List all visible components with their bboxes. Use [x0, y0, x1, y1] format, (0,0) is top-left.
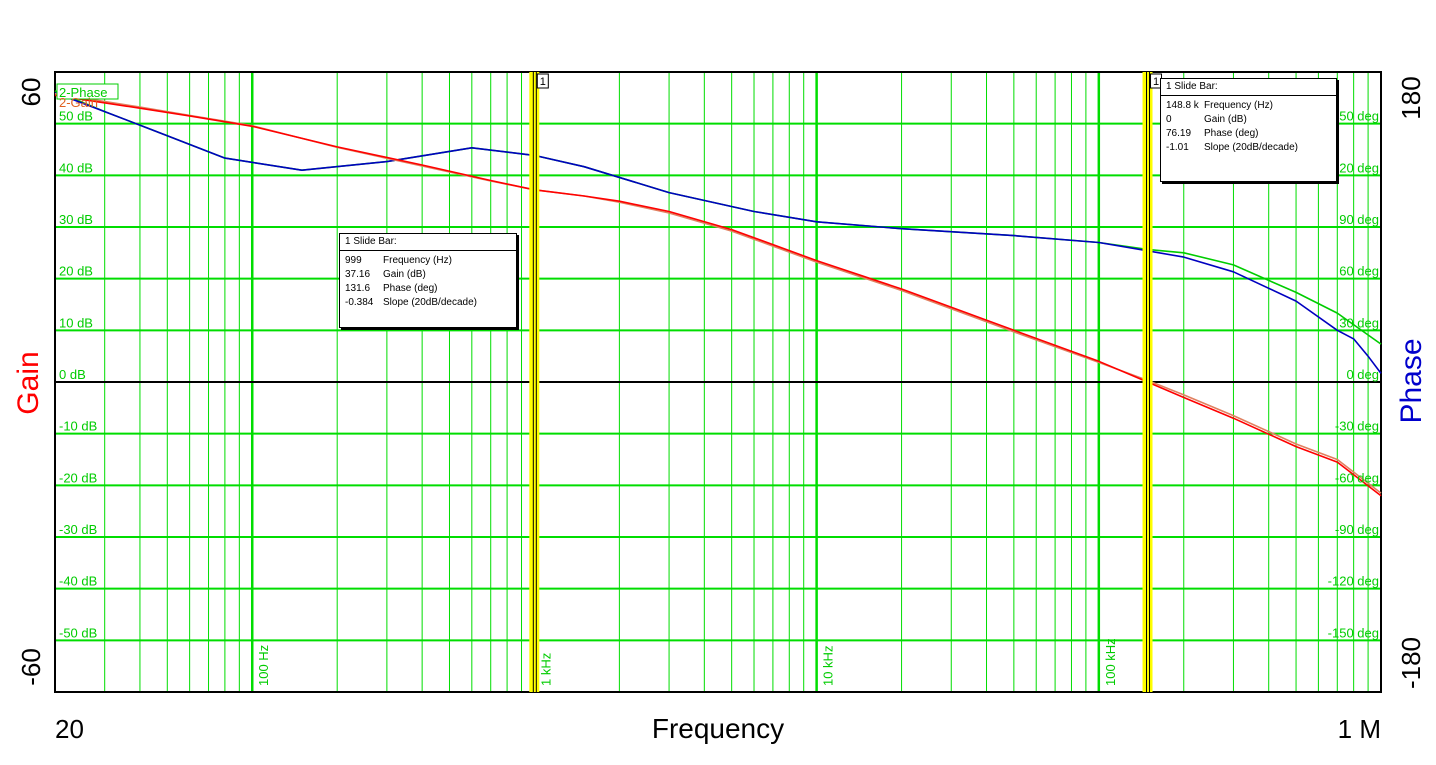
cursor-readout-box-2[interactable]: 1 Slide Bar: 148.8 k Frequency (Hz) 0 Gain… [1160, 78, 1337, 182]
legend-entry: 2-Gain [59, 95, 98, 110]
axis-labels: 50 dB 40 dB 30 dB 20 dB 10 dB 0 dB -10 dB -20 d… [12, 76, 1428, 744]
gain-tick-label: -20 dB [59, 470, 97, 485]
readout-name: Slope (20dB/decade) [1204, 142, 1298, 153]
series-line-gain [54, 94, 1382, 497]
phase-tick-label: -60 deg [1335, 470, 1379, 485]
readout-name: Phase (deg) [383, 283, 438, 294]
cursor-readout-box-1[interactable]: 1 Slide Bar: 999 Frequency (Hz) 37.16 Gain… [339, 233, 517, 328]
readout-value: 0 [1166, 114, 1172, 125]
gain-tick-label: 20 dB [59, 264, 93, 279]
plot-frame [54, 71, 1382, 693]
gain-axis-title: Gain [12, 351, 45, 414]
phase-tick-label: 150 deg [1332, 109, 1379, 124]
frequency-decade-label: 100 kHz [1103, 638, 1118, 686]
gain-axis-max-label: 60 [16, 78, 46, 107]
frequency-decade-label: 100 Hz [256, 645, 271, 686]
cursor-tag-label: 1 [1153, 76, 1159, 88]
legend-box [56, 83, 119, 100]
plot-curves [54, 90, 1382, 497]
phase-tick-label: -150 deg [1328, 625, 1379, 640]
cursor-readout-header: 1 Slide Bar: [340, 234, 516, 251]
legend-entry: 2-Phase [59, 85, 107, 100]
frequency-axis-max-label: 1 M [1338, 714, 1381, 744]
readout-value: 76.19 [1166, 128, 1192, 139]
phase-tick-label: 120 deg [1332, 160, 1379, 175]
readout-name: Slope (20dB/decade) [383, 297, 477, 308]
gain-tick-label: 50 dB [59, 109, 93, 124]
readout-name: Frequency (Hz) [383, 255, 452, 266]
cursor-bar-2 [1142, 72, 1153, 692]
readout-row-slope: -1.01 Slope (20dB/decade) [1161, 141, 1336, 155]
phase-axis-max-label: 180 [1396, 76, 1426, 119]
phase-axis-min-label: -180 [1396, 637, 1426, 689]
phase-tick-label: -30 deg [1335, 419, 1379, 434]
phase-tick-label: -120 deg [1328, 574, 1379, 589]
phase-tick-label: -90 deg [1335, 522, 1379, 537]
phase-tick-label: 30 deg [1339, 315, 1379, 330]
phase-tick-label: 0 deg [1346, 367, 1379, 382]
frequency-axis-min-label: 20 [55, 714, 84, 744]
readout-row-gain: 0 Gain (dB) [1161, 113, 1336, 127]
gain-axis-min-label: -60 [16, 648, 46, 686]
gain-tick-label: 0 dB [59, 367, 86, 382]
series-line-phase [54, 91, 1382, 374]
readout-row-frequency: 148.8 k Frequency (Hz) [1161, 99, 1336, 113]
phase-tick-label: 60 deg [1339, 264, 1379, 279]
cursor-readout-header: 1 Slide Bar: [1161, 79, 1336, 96]
readout-row-phase: 131.6 Phase (deg) [340, 282, 516, 296]
gain-tick-label: -10 dB [59, 419, 97, 434]
phase-tick-label: 90 deg [1339, 212, 1379, 227]
phase-axis-title: Phase [1395, 338, 1428, 423]
gain-tick-label: 10 dB [59, 315, 93, 330]
readout-value: 999 [345, 255, 362, 266]
frequency-decade-label: 10 kHz [821, 646, 836, 686]
readout-value: 37.16 [345, 269, 371, 280]
readout-row-gain: 37.16 Gain (dB) [340, 268, 516, 282]
cursor-bar-1 [529, 72, 540, 692]
readout-value: 148.8 k [1166, 100, 1199, 111]
gain-tick-label: -30 dB [59, 522, 97, 537]
readout-row-frequency: 999 Frequency (Hz) [340, 254, 516, 268]
gain-tick-label: 30 dB [59, 212, 93, 227]
gain-tick-label: -40 dB [59, 574, 97, 589]
readout-name: Gain (dB) [1204, 114, 1247, 125]
readout-name: Gain (dB) [383, 269, 426, 280]
cursor-tag-box [536, 73, 549, 89]
cursor-tag-label: 1 [540, 76, 546, 88]
readout-value: -0.384 [345, 297, 374, 308]
frequency-decade-label: 1 kHz [538, 653, 553, 686]
readout-value: -1.01 [1166, 142, 1189, 153]
readout-row-slope: -0.384 Slope (20dB/decade) [340, 296, 516, 310]
readout-name: Frequency (Hz) [1204, 100, 1273, 111]
gain-tick-label: -50 dB [59, 625, 97, 640]
readout-name: Phase (deg) [1204, 128, 1259, 139]
readout-value: 131.6 [345, 283, 371, 294]
gain-tick-label: 40 dB [59, 160, 93, 175]
readout-row-phase: 76.19 Phase (deg) [1161, 127, 1336, 141]
frequency-axis-title: Frequency [652, 713, 784, 744]
